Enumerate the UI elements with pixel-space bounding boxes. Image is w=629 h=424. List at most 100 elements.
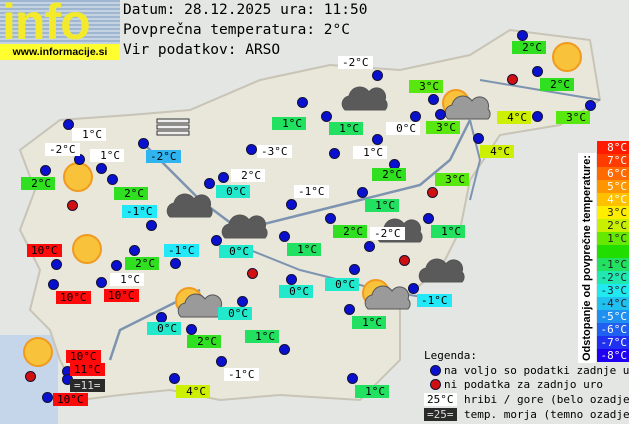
- station-dot-missing[interactable]: [25, 371, 36, 382]
- station-dot[interactable]: [286, 274, 297, 285]
- colorbar-cell: -5°C: [597, 310, 629, 323]
- station-dot[interactable]: [146, 220, 157, 231]
- station-dot[interactable]: [51, 259, 62, 270]
- station-temperature-label: 10°C: [56, 291, 91, 304]
- station-dot[interactable]: [364, 241, 375, 252]
- station-dot[interactable]: [204, 178, 215, 189]
- station-dot[interactable]: [138, 138, 149, 149]
- station-temperature-label: -1°C: [224, 368, 259, 381]
- station-dot[interactable]: [297, 97, 308, 108]
- station-dot[interactable]: [74, 154, 85, 165]
- station-temperature-label: 1°C: [329, 122, 363, 135]
- station-temperature-label: =11=: [70, 379, 105, 392]
- station-dot[interactable]: [96, 277, 107, 288]
- station-temperature-label: 0°C: [279, 285, 313, 298]
- station-temperature-label: 2°C: [114, 187, 148, 200]
- station-dot[interactable]: [286, 199, 297, 210]
- sun-cloud-icon: [175, 287, 224, 318]
- station-dot[interactable]: [325, 213, 336, 224]
- station-temperature-label: 0°C: [218, 307, 252, 320]
- station-dot[interactable]: [329, 148, 340, 159]
- station-dot[interactable]: [129, 245, 140, 256]
- logo-url[interactable]: www.informacije.si: [0, 44, 120, 60]
- station-temperature-label: 4°C: [497, 111, 531, 124]
- station-dot[interactable]: [107, 174, 118, 185]
- sun-icon: [63, 162, 93, 192]
- station-dot[interactable]: [211, 235, 222, 246]
- station-temperature-label: 4°C: [176, 385, 210, 398]
- station-dot[interactable]: [279, 344, 290, 355]
- station-temperature-label: 1°C: [287, 243, 321, 256]
- station-temperature-label: -3°C: [257, 145, 292, 158]
- station-temperature-label: 3°C: [556, 111, 590, 124]
- station-temperature-label: 11°C: [70, 363, 105, 376]
- colorbar-cell: 5°C: [597, 180, 629, 193]
- colorbar-cell: 2°C: [597, 219, 629, 232]
- info-logo[interactable]: info www.informacije.si: [0, 0, 120, 60]
- station-dot[interactable]: [517, 30, 528, 41]
- station-dot[interactable]: [42, 392, 53, 403]
- station-temperature-label: 2°C: [333, 225, 367, 238]
- station-dot[interactable]: [216, 356, 227, 367]
- station-dot[interactable]: [532, 66, 543, 77]
- station-dot[interactable]: [169, 373, 180, 384]
- station-temperature-label: 0°C: [219, 245, 253, 258]
- station-dot-missing[interactable]: [427, 187, 438, 198]
- station-dot[interactable]: [347, 373, 358, 384]
- station-dot[interactable]: [40, 165, 51, 176]
- station-dot[interactable]: [63, 119, 74, 130]
- colorbar-cell: -1°C: [597, 258, 629, 271]
- station-dot[interactable]: [428, 94, 439, 105]
- station-dot[interactable]: [279, 231, 290, 242]
- station-dot[interactable]: [435, 109, 446, 120]
- colorbar-cell: 3°C: [597, 206, 629, 219]
- cloud-icon: [341, 86, 388, 111]
- sun-cloud-icon: [442, 89, 491, 120]
- station-dot-missing[interactable]: [247, 268, 258, 279]
- colorbar-cell: -2°C: [597, 271, 629, 284]
- station-temperature-label: -2°C: [338, 56, 373, 69]
- legend-ok-dot: [430, 365, 441, 376]
- colorbar-cell: -3°C: [597, 284, 629, 297]
- station-dot-missing[interactable]: [67, 200, 78, 211]
- station-dot[interactable]: [473, 133, 484, 144]
- station-dot[interactable]: [186, 324, 197, 335]
- station-temperature-label: 10°C: [27, 244, 62, 257]
- station-dot[interactable]: [372, 134, 383, 145]
- station-dot[interactable]: [170, 258, 181, 269]
- colorbar-cell: 1°C: [597, 232, 629, 245]
- station-temperature-label: 2°C: [512, 41, 546, 54]
- station-dot[interactable]: [349, 264, 360, 275]
- station-dot[interactable]: [48, 279, 59, 290]
- sun-icon: [72, 234, 102, 264]
- colorbar-cell: -6°C: [597, 323, 629, 336]
- data-source: Vir podatkov: ARSO: [123, 42, 281, 58]
- station-dot[interactable]: [357, 187, 368, 198]
- station-temperature-label: 3°C: [435, 173, 469, 186]
- station-temperature-label: 3°C: [426, 121, 460, 134]
- station-temperature-label: 2°C: [231, 169, 265, 182]
- station-dot[interactable]: [218, 172, 229, 183]
- station-dot[interactable]: [246, 144, 257, 155]
- station-dot[interactable]: [111, 260, 122, 271]
- station-dot-missing[interactable]: [507, 74, 518, 85]
- station-dot[interactable]: [410, 111, 421, 122]
- station-temperature-label: 1°C: [431, 225, 465, 238]
- station-dot[interactable]: [96, 163, 107, 174]
- station-temperature-label: 2°C: [21, 177, 55, 190]
- station-temperature-label: 1°C: [355, 385, 389, 398]
- station-dot[interactable]: [344, 304, 355, 315]
- station-dot[interactable]: [423, 213, 434, 224]
- station-dot-missing[interactable]: [399, 255, 410, 266]
- station-dot[interactable]: [408, 283, 419, 294]
- station-dot[interactable]: [532, 111, 543, 122]
- station-dot[interactable]: [585, 100, 596, 111]
- colorbar-cell: -8°C: [597, 349, 629, 362]
- station-dot[interactable]: [321, 111, 332, 122]
- colorbar-cell: [597, 245, 629, 258]
- average-temperature: Povprečna temperatura: 2°C: [123, 22, 350, 38]
- legend-missing-text: ni podatka za zadnjo uro: [444, 378, 603, 391]
- station-dot[interactable]: [237, 296, 248, 307]
- station-temperature-label: 1°C: [365, 199, 399, 212]
- station-dot[interactable]: [372, 70, 383, 81]
